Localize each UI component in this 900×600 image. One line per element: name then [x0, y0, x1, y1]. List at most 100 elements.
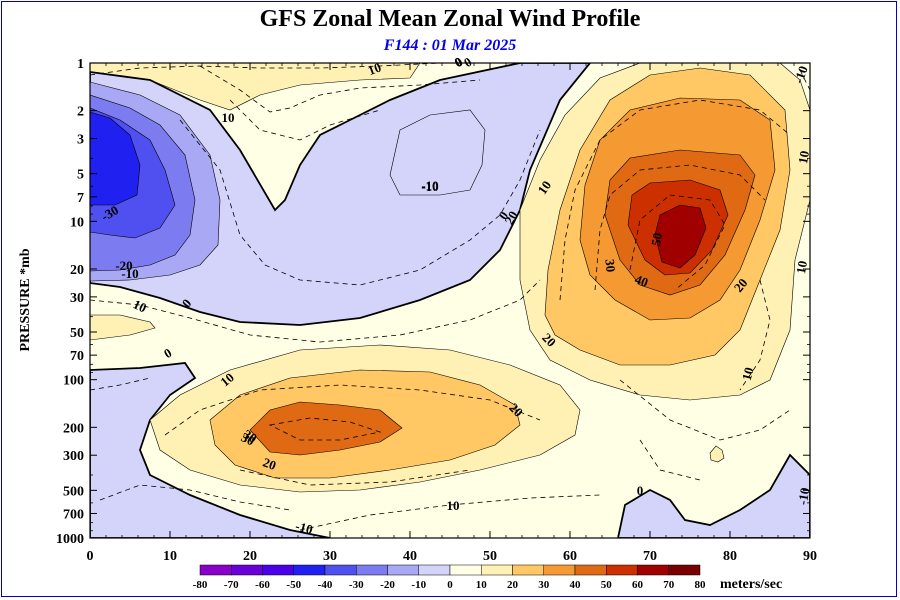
contour-field — [90, 63, 810, 538]
colorbar-swatch — [262, 564, 294, 576]
colorbar-swatch — [231, 564, 263, 576]
colorbar-tick-label: 20 — [507, 579, 519, 591]
colorbar-swatch — [387, 564, 419, 576]
x-tick-label: 20 — [243, 549, 257, 564]
y-tick-label: 10 — [70, 215, 84, 230]
colorbar-tick-label: -20 — [380, 579, 395, 591]
contour-label: 50 — [648, 232, 665, 247]
colorbar-tick-label: 50 — [601, 579, 613, 591]
y-tick-label: 1000 — [56, 532, 84, 547]
y-tick-label: 7 — [77, 191, 84, 206]
x-tick-label: 40 — [403, 549, 417, 564]
x-tick-label: 50 — [483, 549, 497, 564]
region-island-negative — [389, 109, 486, 196]
colorbar-swatch — [324, 564, 357, 576]
region-lower-jet-30to40 — [249, 401, 403, 456]
contour-label: 30 — [239, 429, 257, 448]
contour-label: -10 — [791, 64, 811, 85]
y-tick-label: 5 — [77, 168, 84, 183]
colorbar-tick-label: -80 — [193, 579, 208, 591]
x-tick-label: 80 — [723, 549, 737, 564]
colorbar-swatch — [449, 564, 482, 576]
colorbar-tick-label: 40 — [570, 579, 582, 591]
contour-label: 10 — [366, 60, 383, 79]
contour-label: -10 — [795, 486, 813, 506]
colorbar-swatch — [512, 564, 544, 576]
contour-label: 10 — [222, 110, 235, 125]
contour-label: 30 — [241, 426, 260, 445]
chart-title: GFS Zonal Mean Zonal Wind Profile — [259, 6, 641, 32]
colorbar-tick-label: 10 — [476, 579, 488, 591]
colorbar-swatch — [481, 564, 513, 576]
colorbar-swatch — [543, 564, 576, 576]
contour-label: 0 — [637, 483, 644, 498]
colorbar-tick-label: 60 — [632, 579, 644, 591]
contour-label: 10 — [795, 150, 812, 165]
colorbar-tick-label: -70 — [224, 579, 239, 591]
x-tick-label: 30 — [323, 549, 337, 564]
contour-label: 10 — [793, 260, 810, 275]
y-tick-label: 70 — [70, 349, 84, 364]
contour-label: 20 — [501, 208, 520, 227]
contour-label: -10 — [294, 518, 315, 537]
colorbar-tick-label: -10 — [411, 579, 426, 591]
region-lower-left-negative — [90, 362, 331, 538]
dashed-contours — [90, 63, 810, 531]
colorbar: -80 -70 -60 -50 -40 -30 -20 -10 0 10 20 30 40 50 60 70 8… — [193, 564, 782, 592]
colorbar-tick-label: 70 — [663, 579, 675, 591]
colorbar-unit-label: meters/sec — [720, 577, 782, 592]
y-tick-label: 700 — [63, 507, 84, 522]
colorbar-tick-label: -60 — [255, 579, 270, 591]
colorbar-tick-label: 0 — [447, 579, 453, 591]
colorbar-swatch — [293, 564, 326, 576]
y-tick-label: 50 — [70, 326, 84, 341]
region-right-jet-60to70 — [654, 204, 707, 269]
contour-label: -10 — [421, 178, 438, 193]
colorbar-swatch — [574, 564, 607, 576]
chart-subtitle: F144 : 01 Mar 2025 — [383, 37, 517, 54]
colorbar-swatch — [668, 564, 701, 576]
x-tick-label: 0 — [87, 549, 94, 564]
colorbar-swatch — [637, 564, 669, 576]
x-axis: 0 10 20 30 40 50 60 70 80 90 — [87, 63, 817, 564]
x-tick-label: 70 — [643, 549, 657, 564]
plot-border — [89, 62, 811, 539]
y-tick-label: 20 — [70, 263, 84, 278]
colorbar-tick-label: -40 — [318, 579, 333, 591]
y-tick-label: 2 — [77, 105, 84, 120]
contour-label: 20 — [261, 455, 278, 474]
contour-label: -10 — [421, 179, 438, 194]
contour-label: 10 — [739, 366, 757, 382]
region-lower-right-negative — [617, 453, 810, 538]
x-tick-label: 60 — [563, 549, 577, 564]
contour-label: 40 — [633, 272, 650, 291]
contour-label: 10 — [131, 296, 149, 315]
region-upper-left-m40to-50 — [90, 111, 141, 206]
y-tick-label: 30 — [70, 291, 84, 306]
colorbar-swatch — [356, 564, 388, 576]
y-tick-label: 3 — [77, 133, 84, 148]
y-tick-label: 500 — [63, 484, 84, 499]
contour-label: 10 — [447, 498, 460, 513]
contour-label: -20 — [115, 258, 132, 273]
colorbar-tick-label: 30 — [538, 579, 550, 591]
x-tick-label: 10 — [163, 549, 177, 564]
x-tick-label: 90 — [803, 549, 817, 564]
region-small-oval — [709, 445, 725, 463]
y-tick-label: 100 — [63, 374, 84, 389]
colorbar-tick-label: -50 — [286, 579, 301, 591]
contour-label: -10 — [121, 266, 138, 281]
y-tick-label: 200 — [63, 421, 84, 436]
contour-label: 30 — [602, 258, 618, 272]
y-tick-label: 300 — [63, 449, 84, 464]
colorbar-swatch — [606, 564, 638, 576]
region-left-patch — [90, 314, 156, 341]
colorbar-tick-label: 80 — [695, 579, 707, 591]
colorbar-swatch — [199, 564, 232, 576]
colorbar-tick-label: -30 — [349, 579, 364, 591]
colorbar-swatch — [418, 564, 451, 576]
y-tick-label: 1 — [77, 57, 84, 72]
